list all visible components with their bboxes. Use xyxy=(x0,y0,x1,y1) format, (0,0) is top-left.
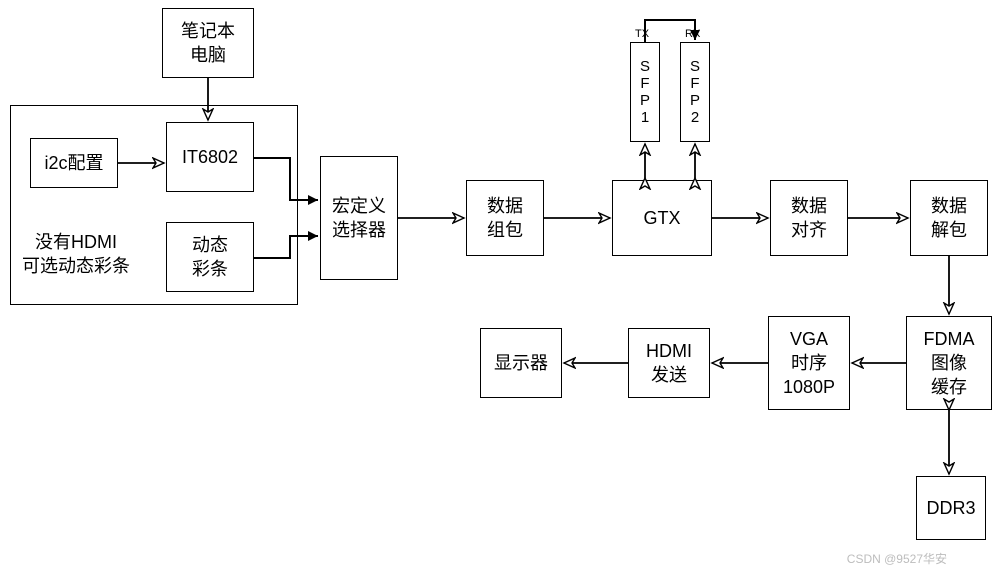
label: IT6802 xyxy=(182,145,238,169)
label: 数据解包 xyxy=(931,194,967,243)
tx-label: TX xyxy=(635,27,649,42)
node-it6802: IT6802 xyxy=(166,122,254,192)
label: DDR3 xyxy=(926,496,975,520)
node-align: 数据对齐 xyxy=(770,180,848,256)
node-display: 显示器 xyxy=(480,328,562,398)
note-no-hdmi: 没有HDMI可选动态彩条 xyxy=(22,230,130,279)
label: SFP1 xyxy=(640,58,650,127)
label: 动态彩条 xyxy=(192,233,228,282)
node-colorbar: 动态彩条 xyxy=(166,222,254,292)
node-gtx: GTX xyxy=(612,180,712,256)
node-unpack: 数据解包 xyxy=(910,180,988,256)
note-line: 没有HDMI可选动态彩条 xyxy=(22,232,130,276)
label: VGA时序1080P xyxy=(783,327,835,400)
node-ddr3: DDR3 xyxy=(916,476,986,540)
label: 数据组包 xyxy=(487,194,523,243)
label: 宏定义选择器 xyxy=(332,194,386,243)
node-pack: 数据组包 xyxy=(466,180,544,256)
label: 数据对齐 xyxy=(791,194,827,243)
node-sfp1: SFP1 xyxy=(630,42,660,142)
label: HDMI发送 xyxy=(646,339,692,388)
node-i2c: i2c配置 xyxy=(30,138,118,188)
watermark: CSDN @9527华安 xyxy=(847,550,947,567)
label: 笔记本电脑 xyxy=(181,19,235,68)
rx-label: RX xyxy=(685,27,700,42)
label: GTX xyxy=(643,206,680,230)
watermark-text: CSDN @9527华安 xyxy=(847,552,947,566)
label: RX xyxy=(685,28,700,40)
node-selector: 宏定义选择器 xyxy=(320,156,398,280)
node-laptop: 笔记本电脑 xyxy=(162,8,254,78)
node-sfp2: SFP2 xyxy=(680,42,710,142)
label: SFP2 xyxy=(690,58,700,127)
node-vga: VGA时序1080P xyxy=(768,316,850,410)
node-fdma: FDMA图像缓存 xyxy=(906,316,992,410)
node-hdmi: HDMI发送 xyxy=(628,328,710,398)
label: FDMA图像缓存 xyxy=(924,327,975,400)
label: 显示器 xyxy=(494,351,548,375)
label: TX xyxy=(635,28,649,40)
label: i2c配置 xyxy=(44,151,103,175)
